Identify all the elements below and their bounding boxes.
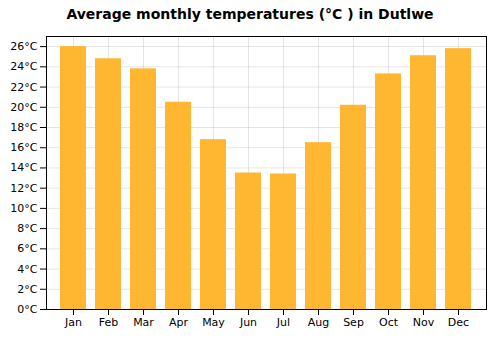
svg-text:May: May (202, 316, 225, 329)
svg-text:10°C: 10°C (10, 202, 37, 215)
svg-text:22°C: 22°C (10, 81, 37, 94)
svg-text:Dec: Dec (448, 316, 469, 329)
svg-text:Jul: Jul (276, 316, 290, 329)
svg-text:Apr: Apr (169, 316, 189, 329)
svg-text:8°C: 8°C (17, 222, 37, 235)
html-text:Average monthly temperatures (: Average monthly temperatures (°C ) in Du… (66, 6, 434, 22)
svg-text:26°C: 26°C (10, 40, 37, 53)
svg-text:2°C: 2°C (17, 283, 37, 296)
svg-text:14°C: 14°C (10, 161, 37, 174)
svg-text:Jun: Jun (239, 316, 257, 329)
svg-text:24°C: 24°C (10, 60, 37, 73)
svg-text:4°C: 4°C (17, 263, 37, 276)
svg-text:16°C: 16°C (10, 141, 37, 154)
svg-text:Oct: Oct (379, 316, 399, 329)
svg-text:6°C: 6°C (17, 242, 37, 255)
svg-text:12°C: 12°C (10, 182, 37, 195)
svg-text:Jan: Jan (64, 316, 82, 329)
svg-text:18°C: 18°C (10, 121, 37, 134)
svg-text:Nov: Nov (413, 316, 435, 329)
svg-text:Feb: Feb (99, 316, 118, 329)
svg-text:Aug: Aug (308, 316, 329, 329)
svg-text:Mar: Mar (133, 316, 154, 329)
svg-text:0°C: 0°C (17, 303, 37, 316)
svg-text:Sep: Sep (343, 316, 364, 329)
svg-text:20°C: 20°C (10, 101, 37, 114)
